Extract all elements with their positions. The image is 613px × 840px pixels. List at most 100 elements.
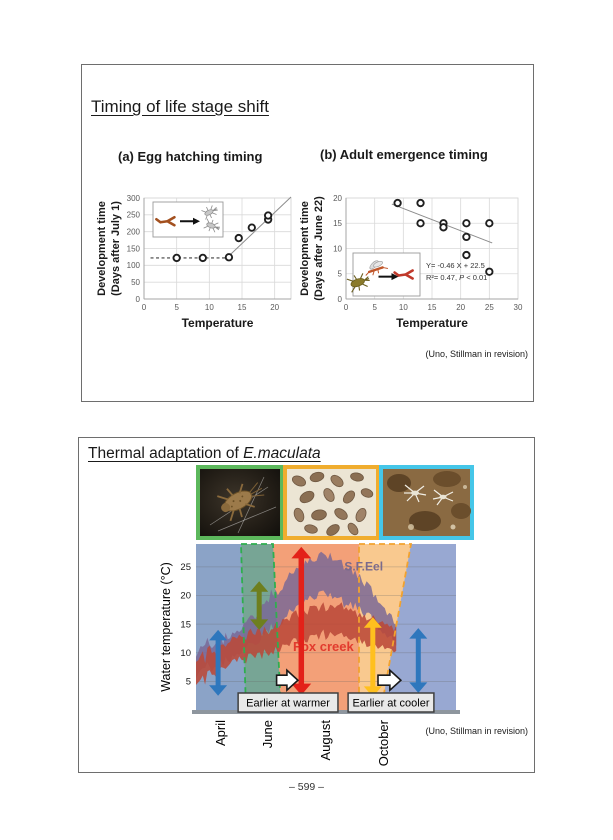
y-axis-title: (Days after June 22) [313, 196, 325, 301]
x-tick-label: 15 [428, 303, 437, 312]
trend-line [228, 196, 292, 257]
nymph-adult-icon [346, 260, 389, 293]
hatchling-larvae [404, 484, 454, 506]
data-point [485, 267, 494, 276]
y-tick-label: 250 [127, 211, 141, 220]
y-axis-title: Development time [96, 201, 108, 296]
y-tick-label: 0 [338, 295, 343, 304]
y-tick-label: 25 [180, 562, 191, 573]
x-axis-title: Temperature [182, 316, 254, 330]
y-tick-label: 300 [127, 194, 141, 203]
substrate [387, 471, 471, 531]
x-tick-label: 20 [270, 303, 279, 312]
y-tick-label: 150 [127, 244, 141, 253]
panel-b-title: (b) Adult emergence timing [320, 147, 488, 162]
slide-thermal-adaptation: Thermal adaptation of E.maculata [78, 437, 535, 773]
y-tick-label: 0 [136, 295, 141, 304]
y-tick-label: 5 [338, 270, 343, 279]
month-label-april: April [213, 720, 228, 746]
slide1-title: Timing of life stage shift [91, 97, 269, 117]
regression-stats: R²= 0.47, P < 0.01 [426, 273, 487, 282]
data-point [234, 233, 243, 243]
x-axis-title: Temperature [396, 316, 468, 330]
attribution-note: (Uno, Stillman in revision) [425, 726, 528, 736]
photo-strip [196, 465, 474, 540]
shift-block-arrow [275, 668, 300, 693]
data-point [462, 250, 471, 260]
life-stage-inset [352, 252, 421, 297]
adult-emergence-chart: 0 5 10 15 20 25 30 0 5 10 15 20 Development time (Day… [299, 194, 523, 330]
x-tick-label: 10 [399, 303, 408, 312]
month-label-october: October [376, 719, 391, 766]
life-stage-inset [152, 201, 224, 238]
y-tick-label: 15 [333, 219, 342, 228]
x-tick-label: 15 [238, 303, 247, 312]
callout: Earlier at warmer [237, 692, 339, 713]
winter-region [381, 544, 456, 710]
slide2-title-text: Thermal adaptation of E.maculata [88, 445, 321, 462]
month-label-august: August [318, 720, 333, 761]
data-point [485, 219, 494, 228]
range-arrow [409, 628, 428, 693]
shift-block-arrow [377, 668, 403, 693]
range-arrow [291, 546, 312, 696]
nymph-figure [217, 482, 265, 522]
x-tick-label: 0 [142, 303, 147, 312]
x-tick-label: 30 [514, 303, 523, 312]
x-tick-label: 5 [174, 303, 179, 312]
egg-cluster [291, 471, 374, 536]
callout-label: Earlier at cooler [352, 698, 429, 710]
y-tick-label: 5 [186, 677, 191, 688]
attribution-note: (Uno, Stillman in revision) [425, 349, 528, 359]
slide-timing-of-life-stage-shift: Timing of life stage shift (a) Egg hatch… [81, 64, 534, 402]
y-axis-title: Water temperature (°C) [159, 562, 173, 692]
series-label-fox-creek: Fox creek [293, 639, 354, 654]
regression-equation: Y= -0.46 X + 22.5 [426, 261, 485, 270]
y-tick-label: 15 [180, 619, 191, 630]
y-tick-label: 20 [333, 194, 342, 203]
data-point [462, 219, 471, 228]
nymph-icon [201, 205, 220, 233]
data-point [416, 198, 425, 208]
y-tick-label: 100 [127, 261, 141, 270]
x-tick-label: 0 [344, 303, 349, 312]
page-number: – 599 – [288, 781, 325, 793]
y-tick-label: 200 [127, 227, 141, 236]
x-tick-label: 10 [205, 303, 214, 312]
range-arrow [363, 617, 382, 697]
y-tick-label: 10 [180, 648, 191, 659]
y-axis-title: Development time [299, 201, 311, 296]
data-point [198, 253, 207, 263]
data-point [172, 253, 181, 263]
eggs-photo [283, 465, 380, 540]
slide1-title-text: Timing of life stage shift [91, 97, 269, 116]
callout: Earlier at cooler [347, 692, 435, 713]
x-tick-label: 5 [372, 303, 377, 312]
data-point [393, 198, 402, 208]
x-tick-label: 25 [485, 303, 494, 312]
egg-mass-red-icon [393, 269, 414, 280]
species-name: E.maculata [243, 445, 321, 462]
data-point [439, 223, 448, 232]
data-point [263, 211, 273, 220]
arrow-right-icon [180, 217, 200, 225]
month-label-june: June [260, 720, 275, 748]
y-axis-title: (Days after July 1) [110, 201, 122, 296]
band-fox-creek [196, 602, 397, 685]
data-point [416, 219, 425, 228]
nymph-photo [196, 465, 284, 540]
range-arrow [250, 581, 269, 630]
y-tick-label: 50 [131, 278, 140, 287]
arrow-right-icon [378, 273, 399, 281]
x-tick-label: 20 [456, 303, 465, 312]
panel-a-title: (a) Egg hatching timing [118, 149, 263, 164]
series-label-s-f-eel: S.F.Eel [344, 559, 383, 573]
data-point [462, 232, 471, 242]
data-point [224, 253, 234, 262]
data-point [247, 223, 256, 232]
slide2-title: Thermal adaptation of E.maculata [88, 445, 321, 463]
y-tick-label: 10 [333, 244, 342, 253]
hatchlings-photo [379, 465, 474, 540]
